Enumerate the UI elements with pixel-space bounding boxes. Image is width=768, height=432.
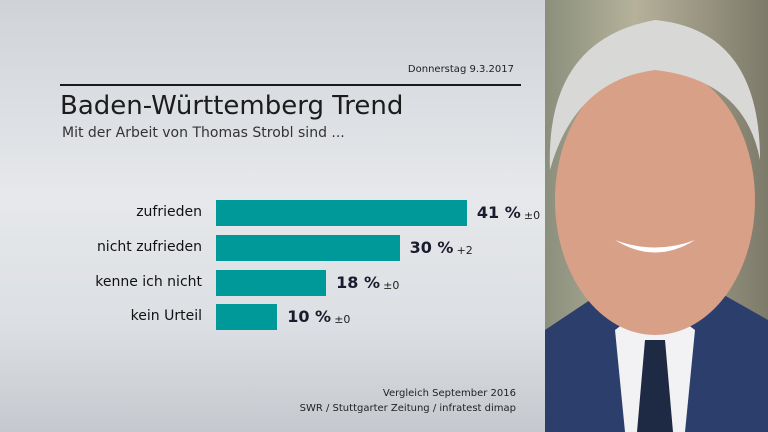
divider: [60, 84, 521, 86]
bar-0: [216, 200, 467, 226]
category-label: nicht zufrieden: [96, 239, 202, 255]
source-note: SWR / Stuttgarter Zeitung / infratest di…: [299, 403, 516, 414]
value-label: 30 %: [409, 238, 454, 257]
chart-subtitle: Mit der Arbeit von Thomas Strobl sind ..…: [62, 125, 345, 141]
change-label: ±0: [334, 313, 351, 326]
bar-3: [216, 304, 278, 330]
chart-title: Baden-Württemberg Trend: [60, 91, 404, 121]
category-label: zufrieden: [136, 204, 202, 220]
change-label: ±0: [523, 209, 541, 222]
bar-1: [216, 235, 400, 261]
value-label: 18 %: [336, 273, 381, 292]
comparison-note: Vergleich September 2016: [382, 388, 516, 399]
change-label: +2: [456, 244, 473, 257]
bar-2: [216, 270, 327, 296]
value-label: 41 %: [476, 203, 521, 222]
category-label: kein Urteil: [130, 308, 202, 324]
category-label: kenne ich nicht: [95, 274, 202, 290]
portrait-photo: [545, 0, 768, 432]
value-label: 10 %: [287, 307, 332, 326]
portrait-illustration: [545, 20, 768, 432]
change-label: ±0: [383, 279, 400, 292]
date: Donnerstag 9.3.2017: [407, 64, 514, 75]
